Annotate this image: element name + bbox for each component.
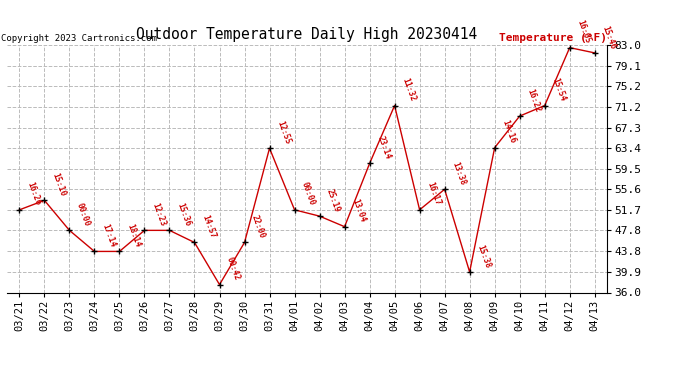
- Text: 16:22: 16:22: [525, 87, 542, 113]
- Text: 12:55: 12:55: [275, 120, 292, 146]
- Text: 15:10: 15:10: [50, 172, 67, 198]
- Text: 16:17: 16:17: [425, 181, 442, 207]
- Text: 00:42: 00:42: [225, 256, 242, 282]
- Text: 14:16: 14:16: [500, 119, 517, 145]
- Text: 17:14: 17:14: [100, 223, 117, 249]
- Text: 22:00: 22:00: [250, 214, 267, 240]
- Text: 00:00: 00:00: [300, 181, 317, 207]
- Text: 16:26: 16:26: [25, 181, 42, 207]
- Text: 16:05: 16:05: [575, 19, 592, 45]
- Text: 14:57: 14:57: [200, 214, 217, 240]
- Text: 15:54: 15:54: [550, 77, 567, 103]
- Text: 15:36: 15:36: [175, 202, 192, 228]
- Text: 15:46: 15:46: [600, 24, 617, 50]
- Text: Temperature (°F): Temperature (°F): [499, 33, 607, 42]
- Text: 12:23: 12:23: [150, 202, 167, 228]
- Text: 15:38: 15:38: [475, 243, 492, 269]
- Text: 13:04: 13:04: [350, 198, 367, 224]
- Text: Copyright 2023 Cartronics.com: Copyright 2023 Cartronics.com: [1, 33, 157, 42]
- Title: Outdoor Temperature Daily High 20230414: Outdoor Temperature Daily High 20230414: [137, 27, 477, 42]
- Text: 00:00: 00:00: [75, 202, 92, 228]
- Text: 25:19: 25:19: [325, 188, 342, 213]
- Text: 11:32: 11:32: [400, 77, 417, 103]
- Text: 23:14: 23:14: [375, 135, 392, 161]
- Text: 13:38: 13:38: [450, 160, 467, 186]
- Text: 18:14: 18:14: [125, 223, 142, 249]
